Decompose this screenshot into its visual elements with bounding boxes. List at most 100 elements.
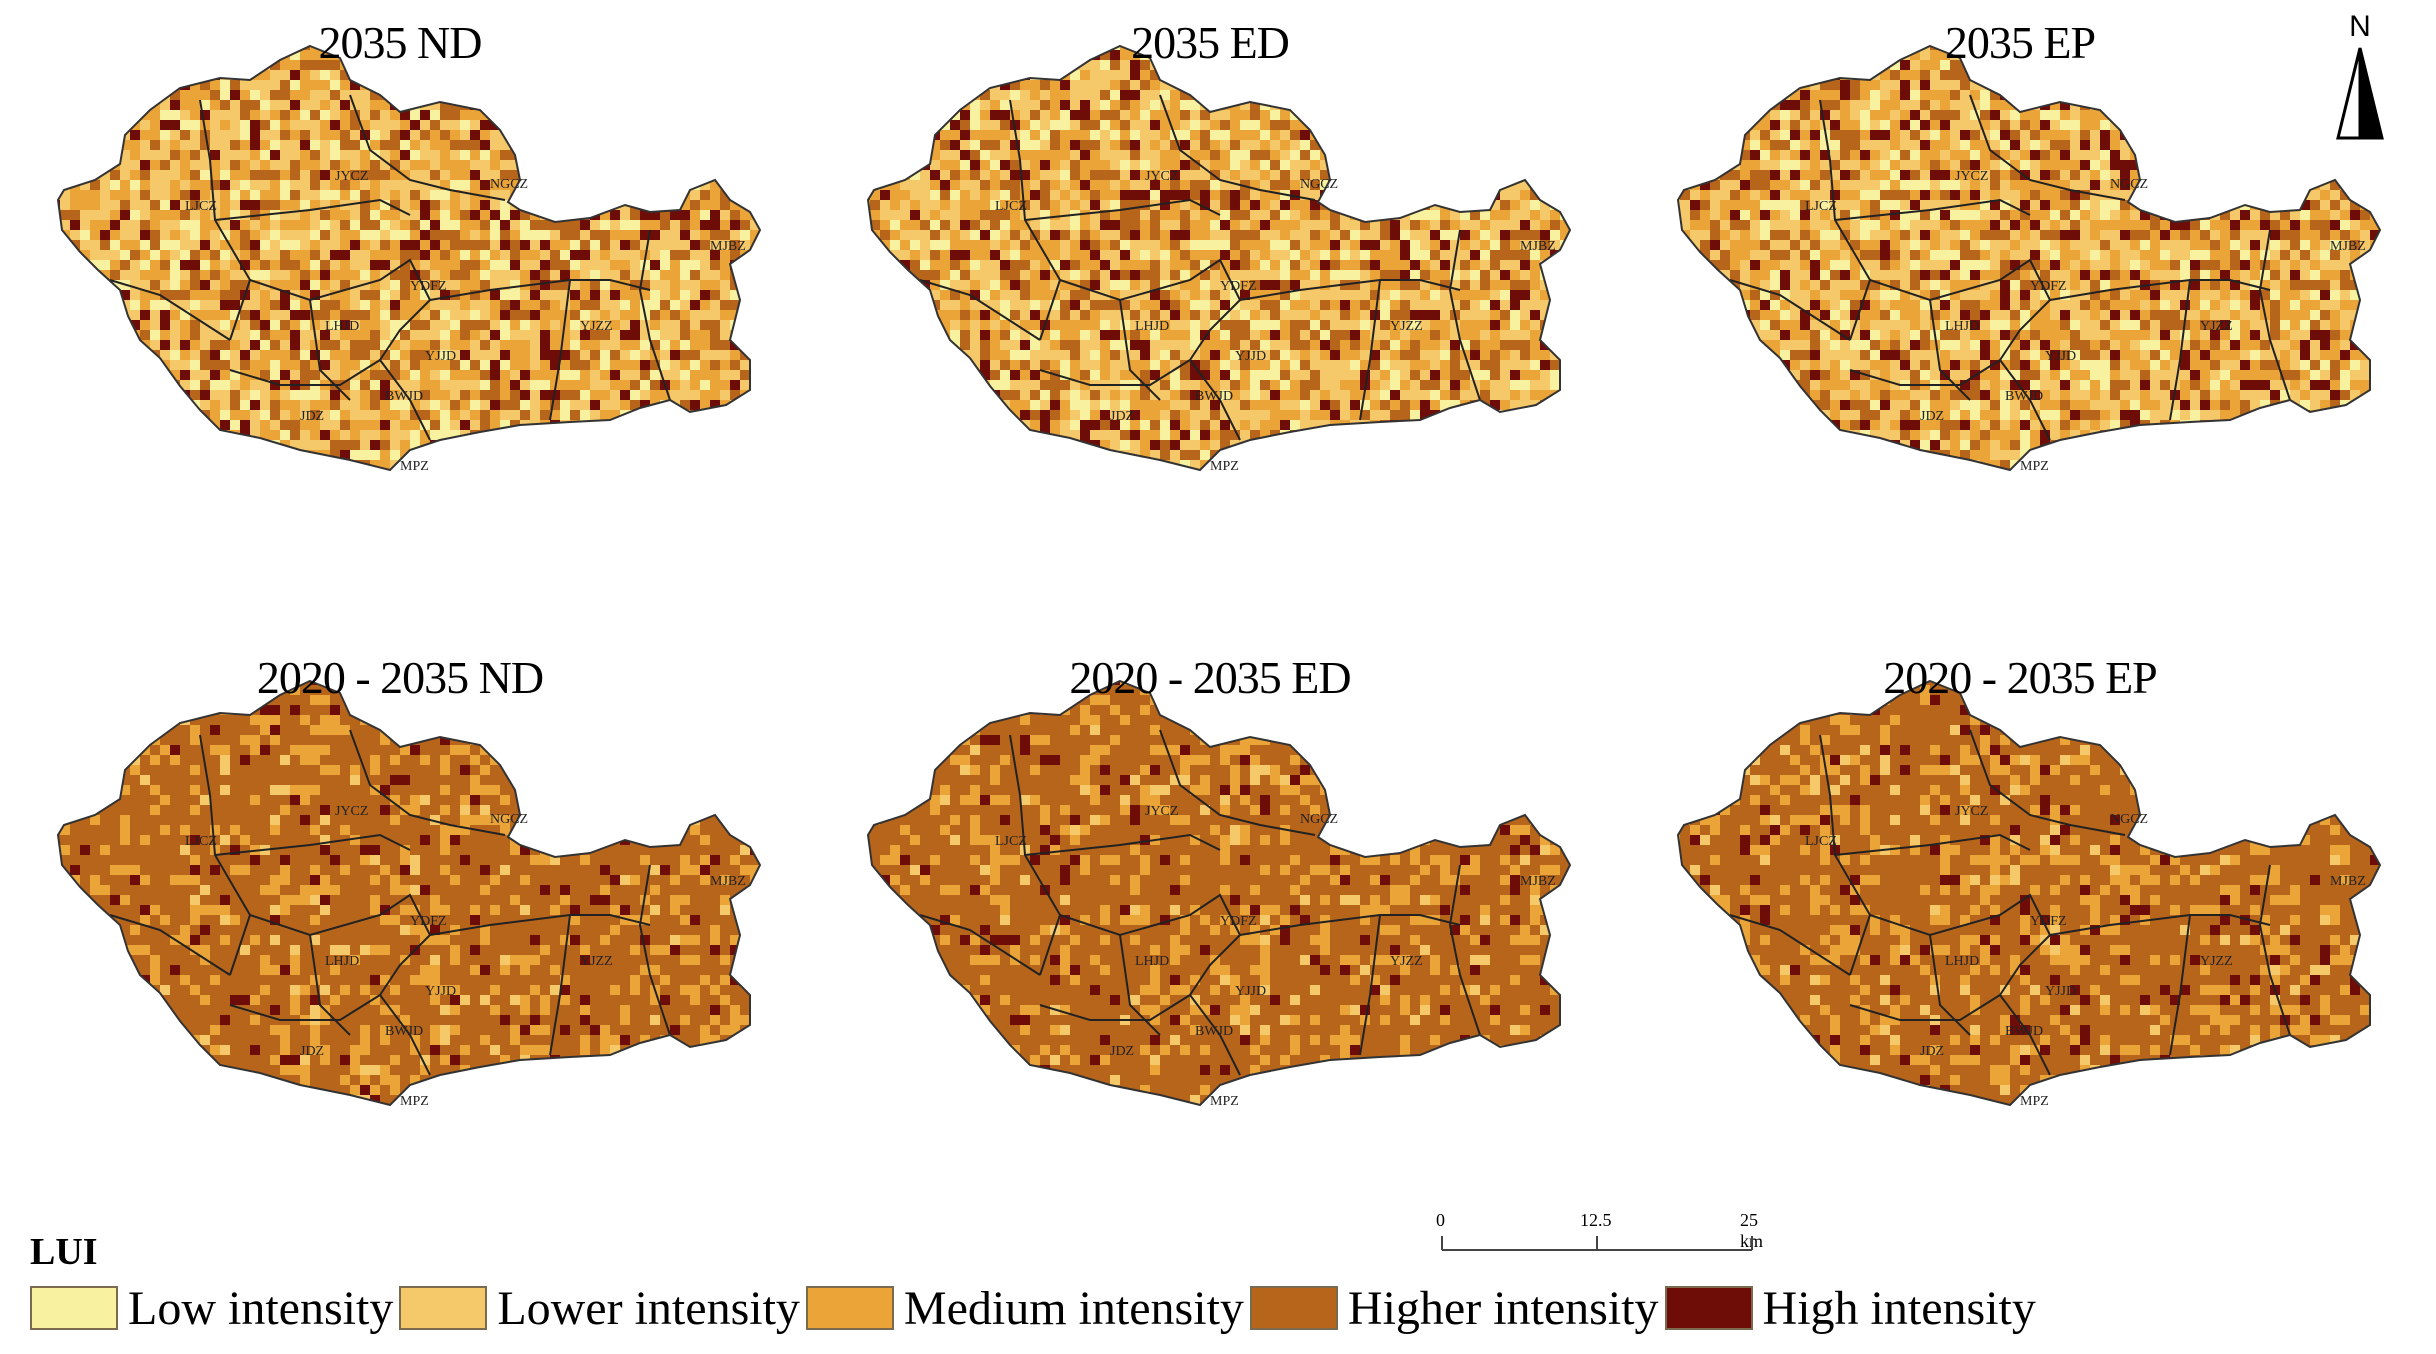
- district-boundary: [1834, 833, 2031, 856]
- district-label: BWJD: [2005, 389, 2043, 404]
- district-boundary: [919, 914, 1041, 976]
- district-label: YJZZ: [1390, 319, 1423, 334]
- district-boundary: [1849, 359, 2001, 386]
- north-arrow-icon: [2336, 47, 2384, 140]
- legend-title: LUI: [30, 1231, 98, 1273]
- district-boundary: [1039, 359, 1191, 386]
- district-label: LHJD: [1135, 319, 1169, 334]
- district-label: YJZZ: [580, 954, 613, 969]
- legend-item-lower: Lower intensity: [399, 1281, 806, 1336]
- district-label: YDFZ: [1220, 279, 1257, 294]
- district-boundary: [1999, 359, 2051, 441]
- district-label: NGCZ: [1300, 177, 1338, 192]
- map-canvas: LJCZ JYCZ NGCZ YDFZ LHJD MJBZ YJZZ JDZ YJJD BWJD M…: [866, 44, 1572, 474]
- district-boundary: [1834, 198, 2031, 221]
- district-boundary: [1969, 94, 2126, 201]
- district-label: BWJD: [2005, 1024, 2043, 1039]
- district-label: BWJD: [385, 389, 423, 404]
- district-boundary: [2169, 914, 2191, 1056]
- district-label: MPZ: [1210, 459, 1239, 474]
- district-label: MPZ: [2020, 459, 2049, 474]
- district-boundary: [1929, 934, 1971, 1036]
- legend-swatch: [805, 1286, 894, 1330]
- map-canvas: LJCZ JYCZ NGCZ YDFZ LHJD MJBZ YJZZ JDZ YJJD BWJD M…: [866, 679, 1572, 1109]
- district-boundary: [379, 994, 431, 1076]
- district-boundary: [1729, 279, 1851, 341]
- legend-label: Higher intensity: [1347, 1281, 1659, 1335]
- district-boundary: [1189, 359, 1241, 441]
- district-boundary: [549, 914, 571, 1056]
- district-boundary: [214, 198, 411, 221]
- district-boundary: [1024, 833, 1221, 856]
- district-label: YJJD: [1235, 349, 1266, 364]
- district-boundary: [1929, 299, 1971, 401]
- district-label: NGCZ: [490, 177, 528, 192]
- district-boundary: [2258, 229, 2291, 401]
- map-canvas: LJCZ JYCZ NGCZ YDFZ LHJD MJBZ YJZZ JDZ YJJD BWJD M…: [56, 44, 762, 474]
- district-boundary: [1039, 994, 1191, 1021]
- district-label: NGCZ: [2110, 812, 2148, 827]
- district-label: BWJD: [1195, 1024, 1233, 1039]
- district-label: MJBZ: [1520, 239, 1556, 254]
- scale-bar-line: [1441, 1236, 1753, 1251]
- district-boundary: [549, 279, 571, 421]
- district-label: LHJD: [1135, 954, 1169, 969]
- north-arrow: N: [2330, 10, 2390, 140]
- district-label: JDZ: [1920, 409, 1944, 424]
- district-boundary: [1159, 729, 1316, 836]
- district-label: LJCZ: [1805, 199, 1837, 214]
- district-boundary: [1849, 994, 2001, 1021]
- district-label: BWJD: [1195, 389, 1233, 404]
- district-label: YJJD: [2045, 984, 2076, 999]
- lui-raster: [58, 681, 760, 1105]
- legend-swatch: [30, 1286, 118, 1330]
- district-label: LJCZ: [185, 199, 217, 214]
- district-label: JDZ: [1110, 1044, 1134, 1059]
- district-label: JDZ: [300, 1044, 324, 1059]
- district-label: MJBZ: [710, 239, 746, 254]
- district-boundary: [229, 359, 381, 386]
- map-canvas: LJCZ JYCZ NGCZ YDFZ LHJD MJBZ YJZZ JDZ YJJD BWJD M…: [56, 679, 762, 1109]
- map-panel-2020-2035-ep: LJCZ JYCZ NGCZ YDFZ LHJD MJBZ YJZZ JDZ YJJD BWJD M…: [1630, 645, 2410, 1265]
- district-label: YDFZ: [410, 279, 447, 294]
- north-label: N: [2349, 10, 2371, 43]
- legend-item-higher: Higher intensity: [1249, 1281, 1665, 1336]
- district-label: LJCZ: [1805, 834, 1837, 849]
- district-label: NGCZ: [1300, 812, 1338, 827]
- district-label: JYCZ: [1955, 169, 1988, 184]
- district-label: MJBZ: [1520, 874, 1556, 889]
- study-area-boundary: [1676, 679, 2382, 1107]
- district-label: MJBZ: [710, 874, 746, 889]
- legend-item-medium: Medium intensity: [805, 1281, 1250, 1336]
- district-label: LHJD: [1945, 319, 1979, 334]
- district-boundary: [309, 934, 351, 1036]
- district-boundary: [229, 994, 381, 1021]
- district-boundary: [1159, 94, 1316, 201]
- district-boundary: [1359, 914, 1381, 1056]
- district-boundary: [638, 864, 671, 1036]
- district-label: LHJD: [1945, 954, 1979, 969]
- district-label: MPZ: [1210, 1094, 1239, 1109]
- district-label: YDFZ: [2030, 279, 2067, 294]
- district-label: MJBZ: [2330, 239, 2366, 254]
- legend-item-high: High intensity: [1664, 1281, 2042, 1336]
- lui-raster: [58, 46, 760, 470]
- district-boundary: [214, 833, 411, 856]
- district-label: JYCZ: [1145, 169, 1178, 184]
- legend-label: Low intensity: [128, 1281, 394, 1335]
- study-area-boundary: [866, 44, 1572, 472]
- lui-raster: [1678, 46, 2380, 470]
- district-label: YJZZ: [1390, 954, 1423, 969]
- district-boundary: [919, 279, 1041, 341]
- district-label: YJJD: [425, 984, 456, 999]
- study-area-boundary: [56, 44, 762, 472]
- map-panel-2020-2035-ed: LJCZ JYCZ NGCZ YDFZ LHJD MJBZ YJZZ JDZ YJJD BWJD M…: [820, 645, 1600, 1265]
- district-boundary: [1969, 729, 2126, 836]
- district-label: JYCZ: [1955, 804, 1988, 819]
- legend-item-low: Low intensity: [30, 1281, 399, 1336]
- district-label: JYCZ: [335, 804, 368, 819]
- district-label: YJJD: [425, 349, 456, 364]
- district-boundary: [1359, 279, 1381, 421]
- lui-raster: [868, 681, 1570, 1105]
- district-boundary: [1119, 934, 1161, 1036]
